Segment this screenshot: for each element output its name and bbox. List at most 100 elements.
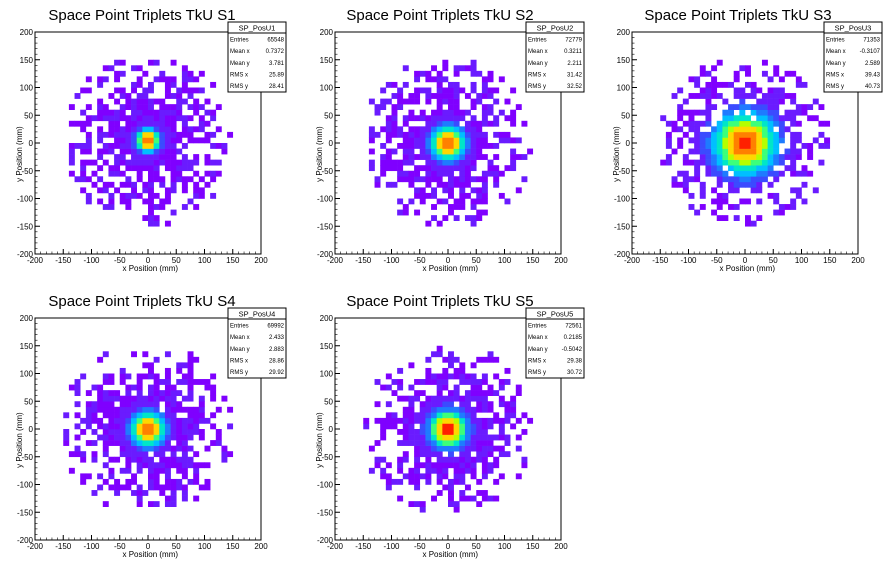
heatmap-bin [408,429,415,435]
plot-title: Space Point Triplets TkU S5 [346,293,533,310]
heatmap-bin [453,65,460,72]
heatmap-bin [493,445,500,452]
heatmap-bin [136,429,143,435]
heatmap-bin [699,65,706,72]
heatmap-bin [159,109,166,116]
heatmap-bin [408,417,415,424]
heatmap-bin [476,434,483,441]
y-tick-label: -150 [614,222,631,231]
heatmap-bin [114,59,121,66]
heatmap-bin [504,451,511,458]
heatmap-bin [767,165,774,172]
y-tick-label: 100 [20,84,34,93]
heatmap-bin [102,104,109,110]
heatmap-bin [170,143,177,149]
y-tick-label: 50 [621,111,630,120]
heatmap-bin [170,384,177,391]
heatmap-bin [187,126,194,133]
heatmap-bin [733,154,740,160]
heatmap-bin [436,345,443,352]
heatmap-bin [125,423,132,430]
heatmap-bin [476,384,483,391]
heatmap-bin [408,131,415,138]
heatmap-bin [481,104,488,110]
heatmap-bin [425,126,432,133]
heatmap-bin [181,181,188,188]
heatmap-bin [448,148,454,155]
heatmap-bin [425,148,432,155]
heatmap-bin [756,109,763,116]
axes: -200 -150 -100 -50 0 50 100 150 200-200-150-100-… [15,314,268,559]
heatmap-bin [136,126,143,133]
heatmap-bin [414,412,421,419]
heatmap-bin [187,362,194,369]
heatmap-bin [414,126,421,133]
heatmap-bin [181,395,188,402]
heatmap-bin [215,126,222,133]
heatmap-bin [181,143,188,149]
heatmap-bin [142,445,149,452]
heatmap-bin [739,93,746,99]
heatmap-bin [131,456,137,463]
heatmap-bin [470,131,477,138]
y-tick-label: 150 [20,342,34,351]
heatmap-bin [498,192,505,199]
heatmap-bin [767,154,774,160]
heatmap-bin [114,395,121,402]
heatmap-bin [153,478,160,485]
heatmap-bin [136,148,143,155]
heatmap-bin [368,165,375,172]
heatmap-bin [119,395,126,402]
heatmap-bin [448,104,454,110]
heatmap-bin [487,109,494,116]
heatmap-bin [818,159,825,166]
heatmap-bin [414,395,421,402]
heatmap-bin [159,484,166,491]
heatmap-bin [131,159,137,166]
heatmap-bin [142,143,149,149]
x-tick-label: 50 [769,256,778,265]
heatmap-bin [453,456,460,463]
heatmap-bin [442,445,449,452]
y-tick-label: 50 [24,397,33,406]
heatmap-bin [498,423,505,430]
heatmap-bin [380,434,387,441]
heatmap-bin [716,131,723,138]
heatmap-bin [459,440,466,446]
heatmap-bin [125,440,132,446]
heatmap-bin [699,93,706,99]
heatmap-bin [470,373,477,380]
heatmap-bin [181,484,188,491]
heatmap-bin [136,65,143,72]
heatmap-bin [728,115,734,122]
heatmap-bin [778,87,785,94]
heatmap-bin [119,70,126,77]
heatmap-bin [436,131,443,138]
heatmap-bin [694,170,701,177]
heatmap-bin [431,154,437,160]
heatmap-bin [148,484,154,491]
heatmap-bin [442,462,449,469]
heatmap-bin [464,215,471,221]
heatmap-bin [498,429,505,435]
heatmap-bin [119,373,126,380]
heatmap-bin [153,423,160,430]
heatmap-bin [470,462,477,469]
heatmap-bin [408,176,415,183]
heatmap-bin [408,148,415,155]
heatmap-bin [436,467,443,474]
heatmap-bin [136,131,143,138]
heatmap-bin [408,501,415,507]
heatmap-bin [750,104,757,110]
heatmap-bin [176,93,183,99]
heatmap-bin [80,170,87,177]
heatmap-bin [481,115,488,122]
heatmap-bin [705,93,712,99]
plot-panel-s5: Space Point Triplets TkU S5-200 -150 -100-… [315,293,585,559]
heatmap-bin [176,456,183,463]
heatmap-bin [419,87,426,94]
heatmap-bin [153,473,160,480]
heatmap-bin [745,126,751,133]
heatmap-bin [442,473,449,480]
stats-box-frame [823,21,883,93]
